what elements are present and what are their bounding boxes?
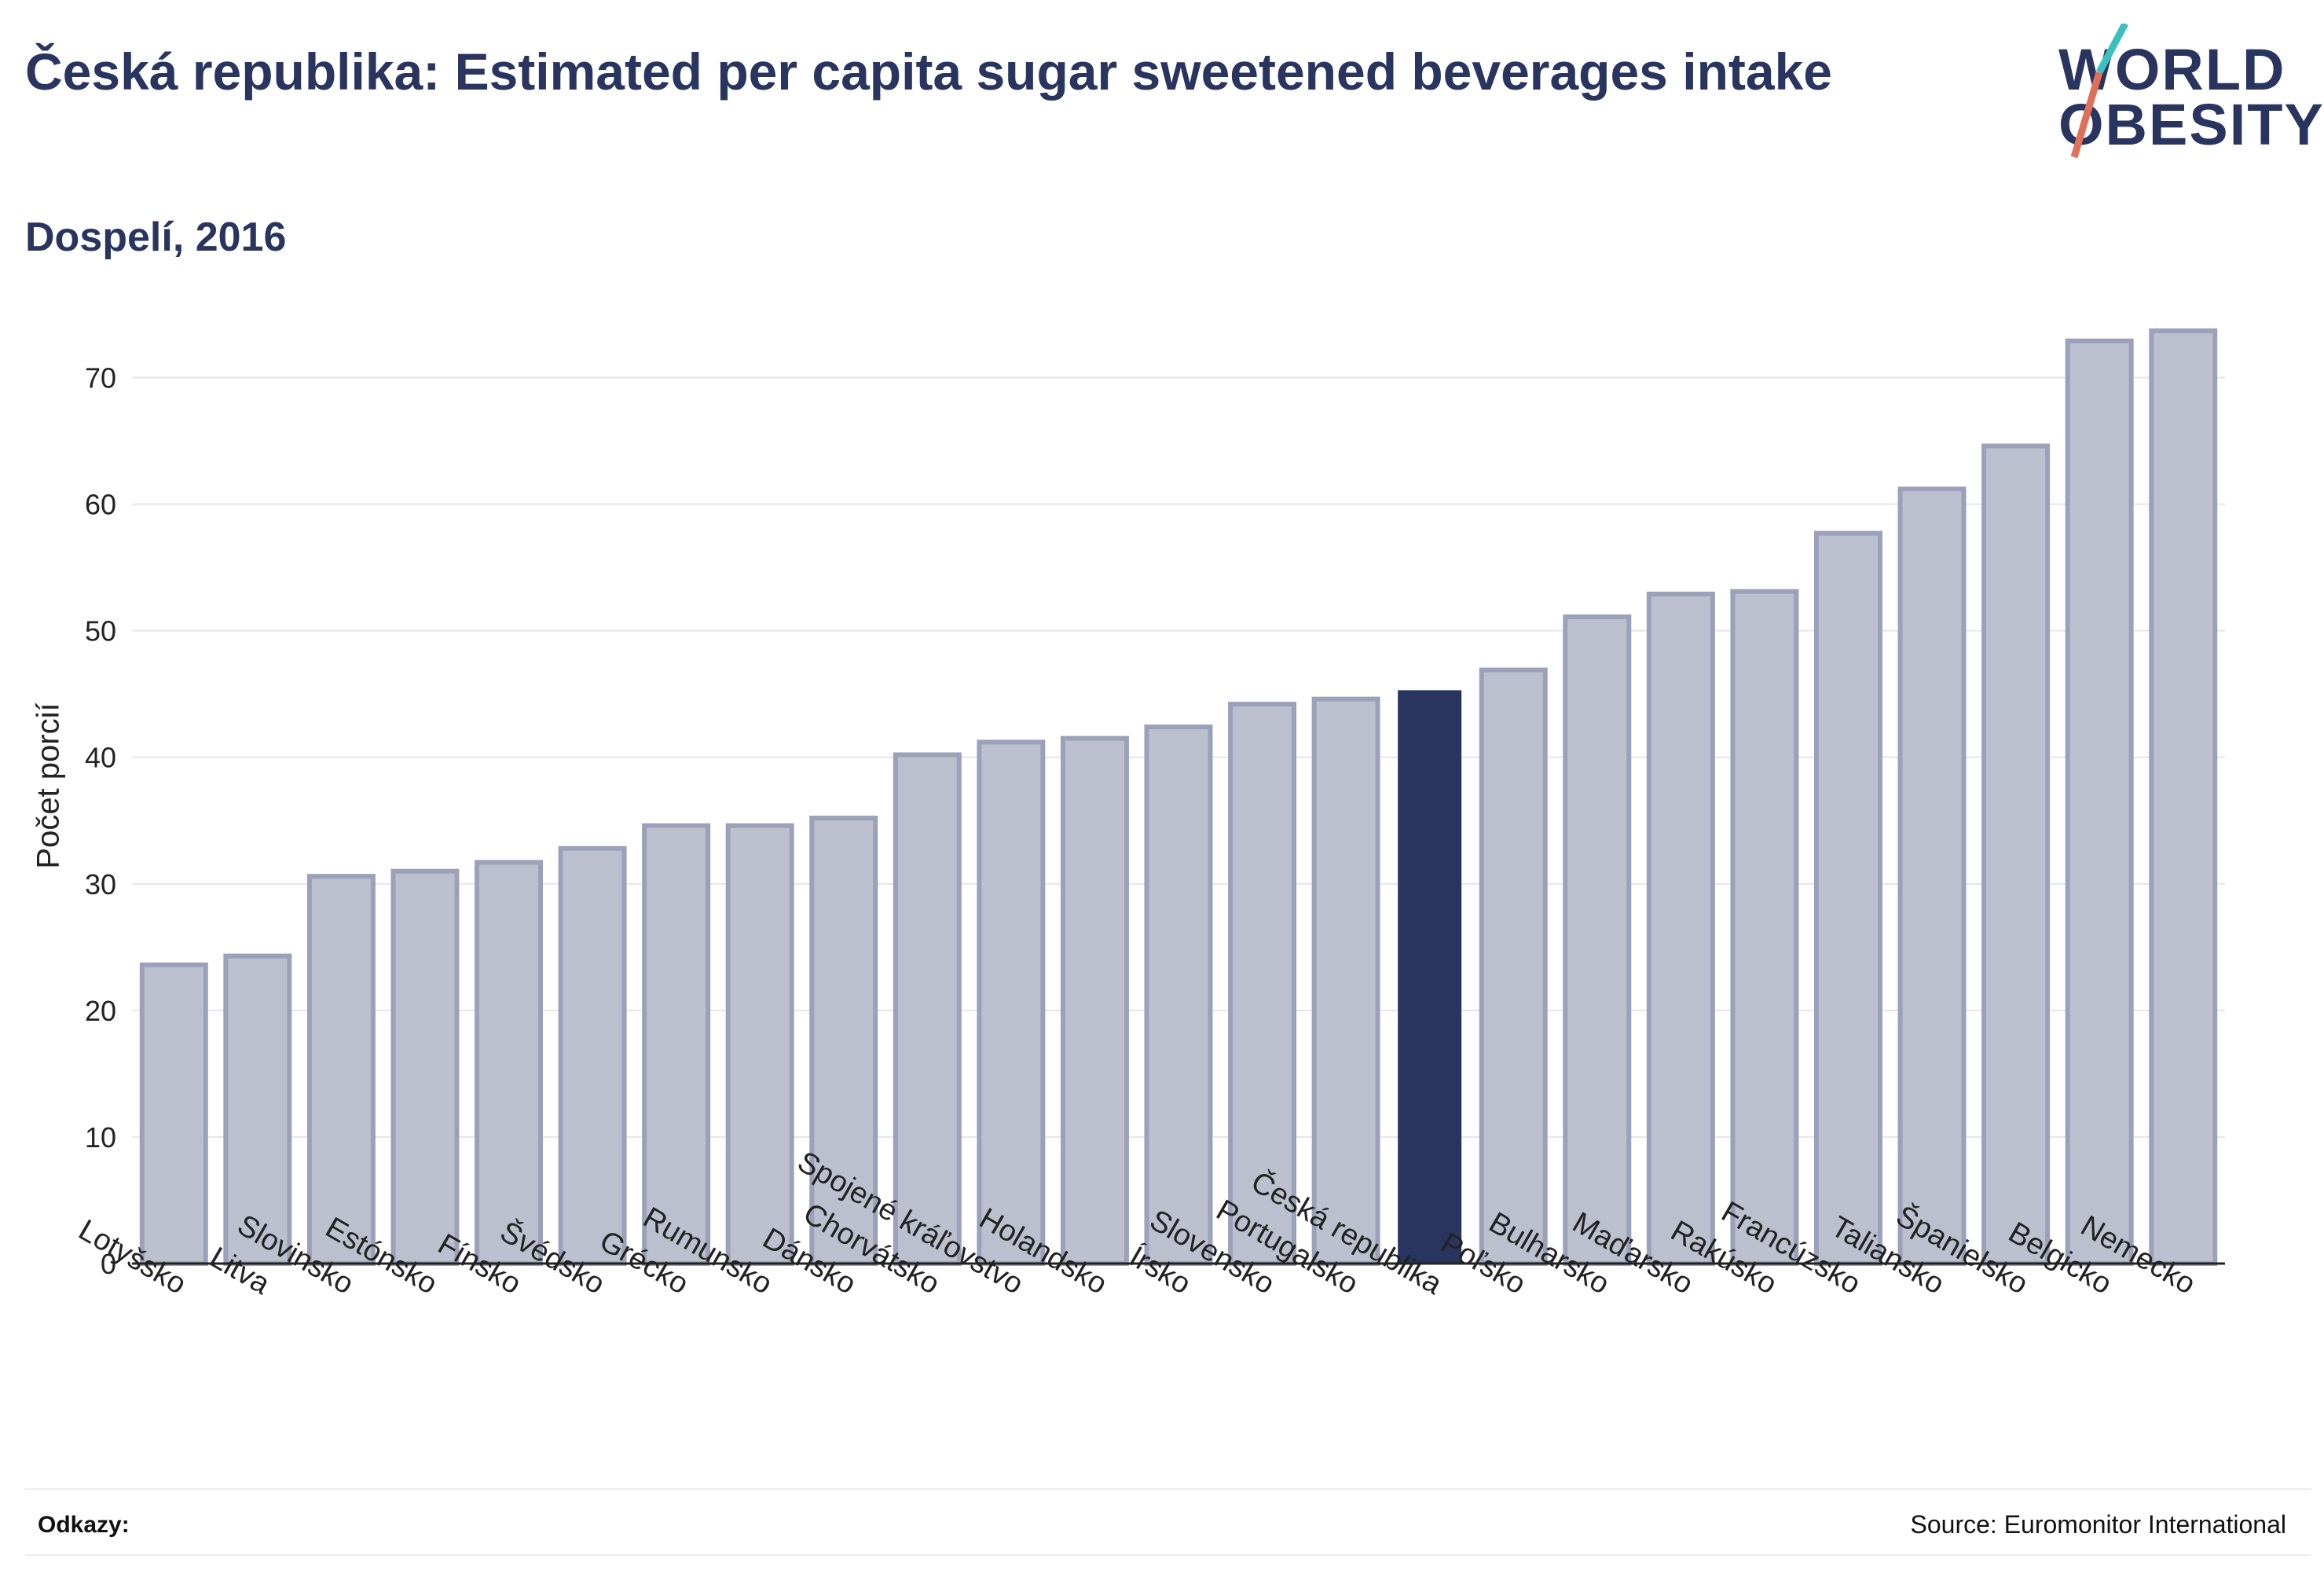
bar-highlight [1398, 690, 1462, 1264]
y-tick-label: 40 [85, 742, 116, 774]
bar [1646, 591, 1715, 1266]
world-obesity-logo: WORLD OBESITY [2043, 24, 2323, 173]
logo-word-2: OBESITY [2058, 92, 2324, 157]
bar [1060, 735, 1129, 1266]
bar [475, 860, 544, 1267]
bar [1144, 724, 1213, 1266]
y-tick-label: 0 [101, 1248, 116, 1280]
y-tick-label: 10 [85, 1121, 116, 1154]
bar [1563, 614, 1632, 1266]
footer-divider-bottom [25, 1554, 2311, 1556]
source-note: Source: Euromonitor International [1910, 1510, 2286, 1539]
bar [223, 953, 292, 1267]
bar [642, 823, 711, 1266]
bar [1730, 589, 1799, 1266]
bar [1897, 486, 1967, 1266]
bar [977, 739, 1046, 1266]
chart-title: Česká republika: Estimated per capita su… [25, 42, 1832, 101]
bar [1981, 443, 2051, 1267]
bar [139, 962, 208, 1267]
y-tick-label: 20 [85, 995, 116, 1027]
footer-divider-top [25, 1488, 2311, 1490]
bar [306, 874, 376, 1266]
bar [725, 823, 794, 1266]
bars [139, 328, 2218, 1267]
logo-slash-icon [2070, 24, 2128, 159]
bar [390, 868, 460, 1267]
bar [1813, 530, 1882, 1266]
bar [1311, 696, 1380, 1266]
bar [2065, 338, 2134, 1267]
bar [2149, 328, 2218, 1266]
references-label: Odkazy: [38, 1512, 130, 1538]
bar [1228, 702, 1297, 1266]
bar [558, 846, 627, 1266]
y-tick-labels: 0 10 20 30 40 50 60 70 [85, 362, 116, 1280]
y-tick-label: 30 [85, 868, 116, 901]
bar [1479, 667, 1548, 1266]
y-tick-label: 70 [85, 362, 116, 394]
bar [893, 752, 962, 1266]
y-tick-label: 50 [85, 615, 116, 647]
chart-subtitle: Dospelí, 2016 [25, 215, 287, 260]
y-tick-label: 60 [85, 489, 116, 521]
